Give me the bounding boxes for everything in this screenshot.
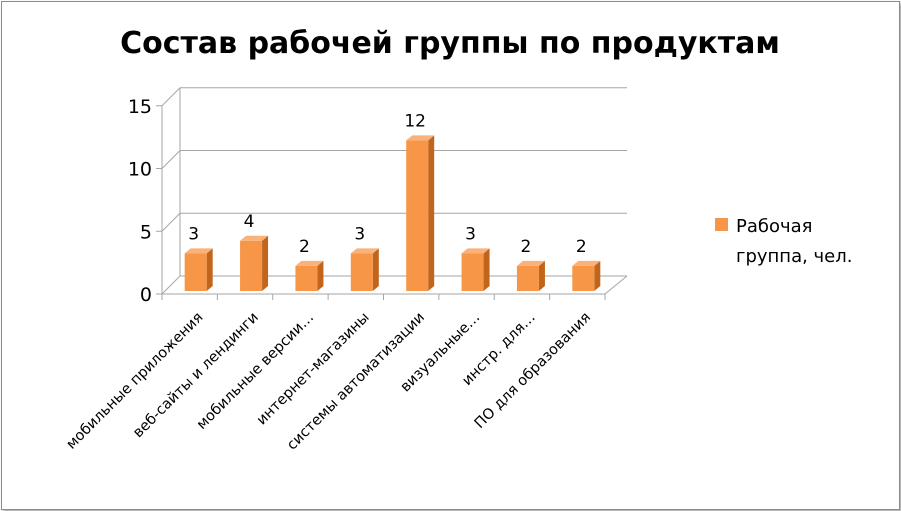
bar bbox=[184, 248, 213, 291]
gridline-depth bbox=[161, 150, 181, 169]
bar-front bbox=[461, 253, 484, 291]
bar-top bbox=[406, 135, 435, 141]
bar-side bbox=[483, 248, 490, 291]
axes bbox=[156, 87, 628, 300]
bar-side bbox=[428, 135, 435, 291]
bar bbox=[572, 260, 601, 291]
bar bbox=[240, 235, 269, 291]
y-tick-label: 15 bbox=[128, 96, 152, 118]
bars bbox=[184, 135, 601, 291]
y-tick-label: 0 bbox=[140, 284, 152, 306]
bar bbox=[295, 260, 324, 291]
data-label: 4 bbox=[244, 212, 255, 232]
bar-side bbox=[538, 260, 545, 291]
bar-side bbox=[317, 260, 324, 291]
data-label: 3 bbox=[465, 224, 476, 244]
floor-right-edge bbox=[604, 275, 628, 295]
bar bbox=[461, 248, 490, 291]
data-label: 3 bbox=[354, 224, 365, 244]
bar-front bbox=[516, 265, 539, 291]
bar-top bbox=[295, 260, 324, 266]
bar-front bbox=[240, 240, 263, 291]
bar-top bbox=[516, 260, 545, 266]
data-label: 3 bbox=[188, 224, 199, 244]
bar-top bbox=[350, 248, 379, 254]
bar-front bbox=[295, 265, 318, 291]
bar-side bbox=[206, 248, 213, 291]
bar-top bbox=[572, 260, 601, 266]
bar bbox=[516, 260, 545, 291]
y-axis-ticks: 0 5 10 15 bbox=[128, 96, 152, 306]
legend: Рабочая группа, чел. bbox=[715, 216, 852, 267]
legend-swatch bbox=[715, 218, 728, 231]
legend-label-line-1: Рабочая bbox=[736, 216, 813, 237]
bar-side bbox=[594, 260, 601, 291]
bar bbox=[350, 248, 379, 291]
data-labels: 3 4 2 3 12 3 2 2 bbox=[188, 111, 587, 257]
data-label: 12 bbox=[404, 111, 426, 131]
gridlines bbox=[161, 87, 627, 295]
chart-title: Состав рабочей группы по продуктам bbox=[120, 26, 780, 61]
bar bbox=[406, 135, 435, 291]
legend-label-line-2: группа, чел. bbox=[736, 246, 852, 267]
bar-front bbox=[406, 140, 429, 291]
bar-top bbox=[240, 235, 269, 241]
category-label: интернет-магазины bbox=[254, 310, 373, 429]
bar-top bbox=[184, 248, 213, 254]
data-label: 2 bbox=[299, 237, 310, 257]
bar-front bbox=[184, 253, 207, 291]
data-label: 2 bbox=[521, 237, 532, 257]
bar-front bbox=[350, 253, 373, 291]
bar-side bbox=[372, 248, 379, 291]
y-tick-label: 5 bbox=[140, 221, 152, 243]
bar-side bbox=[262, 235, 269, 291]
bar-front bbox=[572, 265, 595, 291]
y-tick-label: 10 bbox=[128, 159, 152, 181]
category-label: ПО для образования bbox=[472, 310, 594, 432]
bar-top bbox=[461, 248, 490, 254]
gridline-depth bbox=[161, 87, 181, 107]
gridline-depth bbox=[161, 212, 181, 232]
data-label: 2 bbox=[576, 237, 587, 257]
gridline-depth bbox=[161, 275, 181, 295]
